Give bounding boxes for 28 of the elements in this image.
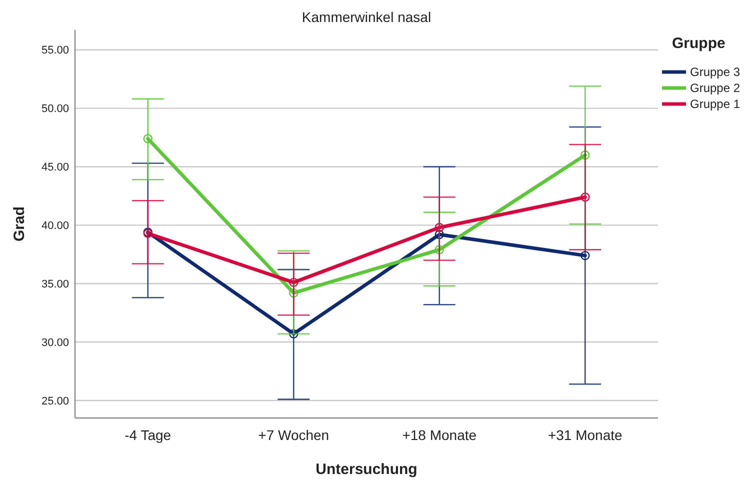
y-axis-title: Grad	[11, 206, 28, 242]
point	[289, 329, 298, 338]
point	[434, 230, 444, 240]
point	[434, 222, 444, 232]
point	[580, 150, 590, 160]
x-tick-label: +31 Monate	[548, 427, 622, 443]
y-tick-label: 50.00	[41, 103, 69, 116]
x-tick-label: -4 Tage	[124, 427, 172, 443]
point	[434, 245, 444, 254]
y-tick-label: 35.00	[41, 278, 69, 290]
legend-label: Gruppe 3	[690, 65, 740, 80]
point	[580, 250, 590, 260]
legend-label: Gruppe 2	[690, 81, 740, 96]
y-tick-label: 55.00	[41, 44, 69, 57]
x-tick-label: +7 Wochen	[258, 427, 330, 443]
y-tick-label: 40.00	[41, 220, 69, 232]
y-tick-label: 45.00	[41, 162, 69, 174]
y-tick-label: 25.00	[41, 395, 69, 408]
legend-label: Gruppe 1	[690, 97, 740, 112]
y-tick-label: 30.00	[41, 336, 69, 349]
point	[580, 192, 590, 202]
point	[289, 278, 298, 288]
point	[143, 134, 152, 144]
x-axis-title: Untersuchung	[316, 461, 418, 478]
point	[289, 288, 298, 298]
legend-title: Gruppe	[672, 35, 726, 52]
x-tick-label: +18 Monate	[402, 427, 477, 443]
chart-title: Kammerwinkel nasal	[302, 9, 432, 25]
